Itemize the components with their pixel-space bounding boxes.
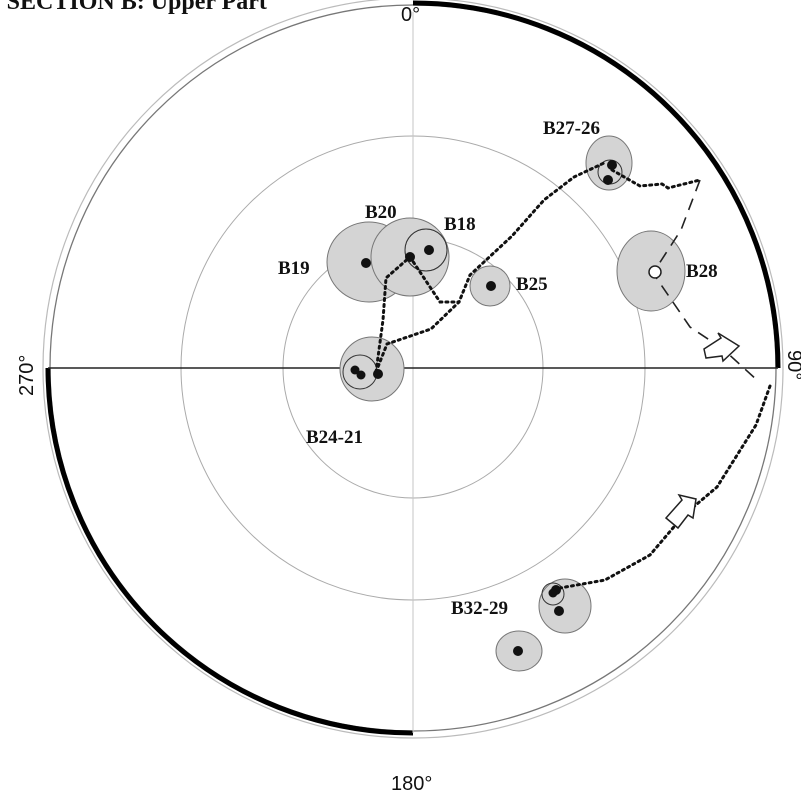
- point-b24-21-b: [356, 370, 366, 380]
- point-b27-26-b: [603, 175, 613, 185]
- label-b24-21: B24-21: [306, 427, 363, 448]
- label-b19: B19: [278, 258, 310, 279]
- point-b32-29-b: [548, 588, 558, 598]
- label-b28: B28: [686, 261, 718, 282]
- label-180-deg: 180°: [391, 773, 432, 795]
- point-b27-26-a: [607, 160, 617, 170]
- label-90-deg: 90°: [783, 350, 801, 380]
- label-270-deg: 270°: [16, 355, 38, 396]
- path-dotted-b20-b24: [374, 255, 412, 374]
- ellipse-b18-inner: [404, 228, 448, 272]
- point-b25: [486, 281, 496, 291]
- section-title: / SECTION B: Upper Part: [0, 0, 267, 15]
- path-dotted-lower: [558, 384, 772, 590]
- point-b32-29-d: [513, 646, 523, 656]
- primitive-arc-ne: [412, 0, 781, 369]
- arrow-lower: [664, 493, 697, 530]
- primitive-arc-sw: [45, 367, 414, 736]
- point-b24-21-c: [373, 369, 383, 379]
- label-b27-26: B27-26: [543, 118, 600, 139]
- path-dotted-upper: [374, 161, 606, 374]
- point-b19: [361, 258, 371, 268]
- label-b25: B25: [516, 274, 548, 295]
- ellipse-b24-21-outer: [339, 336, 405, 402]
- label-b18: B18: [444, 214, 476, 235]
- label-0-deg: 0°: [401, 4, 420, 26]
- point-b20: [405, 252, 415, 262]
- path-dashed-b28: [652, 179, 759, 382]
- path-dotted-b27-tail: [610, 168, 702, 190]
- point-b18: [424, 245, 434, 255]
- ellipse-b32-29-inner: [541, 582, 565, 606]
- net-outer-circle-thin: [42, 0, 784, 739]
- arrow-upper: [703, 332, 741, 363]
- path-dotted-b20-b18: [408, 255, 461, 304]
- marker-b28-open: [648, 265, 662, 279]
- label-b20: B20: [365, 202, 397, 223]
- point-b24-21-a: [350, 365, 360, 375]
- point-b32-29-c: [554, 606, 564, 616]
- label-b32-29: B32-29: [451, 598, 508, 619]
